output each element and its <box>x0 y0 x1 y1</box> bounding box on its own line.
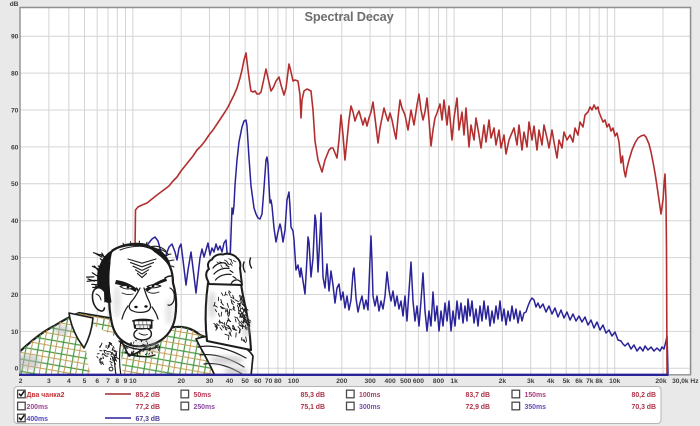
svg-text:30: 30 <box>11 255 19 262</box>
svg-text:800: 800 <box>433 378 444 385</box>
svg-text:150ms: 150ms <box>525 392 547 399</box>
svg-text:600: 600 <box>413 378 424 385</box>
svg-text:8k: 8k <box>595 378 603 385</box>
svg-text:83,7 dB: 83,7 dB <box>465 392 490 399</box>
svg-text:1k: 1k <box>450 378 458 385</box>
svg-text:8: 8 <box>115 378 119 385</box>
svg-text:300ms: 300ms <box>359 404 381 411</box>
svg-text:72,9 dB: 72,9 dB <box>465 404 490 411</box>
svg-text:250ms: 250ms <box>194 404 216 411</box>
svg-text:40: 40 <box>11 218 19 225</box>
svg-text:77,2 dB: 77,2 dB <box>135 404 160 411</box>
svg-text:70: 70 <box>265 378 273 385</box>
svg-text:300: 300 <box>365 378 376 385</box>
svg-text:3: 3 <box>47 378 51 385</box>
svg-text:100ms: 100ms <box>359 392 381 399</box>
svg-text:200ms: 200ms <box>27 404 49 411</box>
svg-text:350ms: 350ms <box>525 404 547 411</box>
svg-text:5: 5 <box>83 378 87 385</box>
svg-text:30,0k Hz: 30,0k Hz <box>672 378 699 385</box>
svg-text:5k: 5k <box>563 378 571 385</box>
svg-text:90: 90 <box>11 34 19 41</box>
svg-text:Два чанка2: Два чанка2 <box>27 392 65 399</box>
svg-text:3k: 3k <box>527 378 535 385</box>
svg-text:80,2 dB: 80,2 dB <box>631 392 656 399</box>
svg-text:10k: 10k <box>609 378 620 385</box>
svg-text:dB: dB <box>10 1 19 8</box>
svg-text:40: 40 <box>226 378 234 385</box>
svg-text:Spectral Decay: Spectral Decay <box>305 9 395 24</box>
svg-text:75,1 dB: 75,1 dB <box>300 404 325 411</box>
svg-text:50: 50 <box>241 378 249 385</box>
svg-text:7k: 7k <box>586 378 594 385</box>
svg-text:0: 0 <box>15 366 19 373</box>
svg-text:4k: 4k <box>547 378 555 385</box>
svg-text:60: 60 <box>11 144 19 151</box>
svg-text:50ms: 50ms <box>194 392 212 399</box>
svg-text:2k: 2k <box>499 378 507 385</box>
svg-text:30: 30 <box>206 378 214 385</box>
svg-text:20k: 20k <box>655 378 666 385</box>
svg-text:4: 4 <box>67 378 71 385</box>
svg-text:67,3 dB: 67,3 dB <box>135 416 160 423</box>
svg-text:10: 10 <box>129 378 137 385</box>
svg-text:80: 80 <box>274 378 282 385</box>
svg-text:6: 6 <box>95 378 99 385</box>
svg-text:85,3 dB: 85,3 dB <box>300 392 325 399</box>
svg-text:20: 20 <box>11 292 19 299</box>
svg-text:7: 7 <box>106 378 110 385</box>
svg-text:100: 100 <box>288 378 299 385</box>
svg-text:200: 200 <box>336 378 347 385</box>
svg-text:70: 70 <box>11 107 19 114</box>
svg-text:6k: 6k <box>575 378 583 385</box>
svg-text:9: 9 <box>124 378 128 385</box>
svg-text:10: 10 <box>11 329 19 336</box>
svg-text:400ms: 400ms <box>27 416 49 423</box>
svg-text:20: 20 <box>177 378 185 385</box>
svg-text:500: 500 <box>400 378 411 385</box>
svg-text:2: 2 <box>19 378 23 385</box>
svg-text:85,2 dB: 85,2 dB <box>135 392 160 399</box>
svg-text:70,3 dB: 70,3 dB <box>631 404 656 411</box>
svg-text:50: 50 <box>11 181 19 188</box>
svg-text:400: 400 <box>385 378 396 385</box>
svg-text:60: 60 <box>254 378 262 385</box>
svg-text:80: 80 <box>11 71 19 78</box>
